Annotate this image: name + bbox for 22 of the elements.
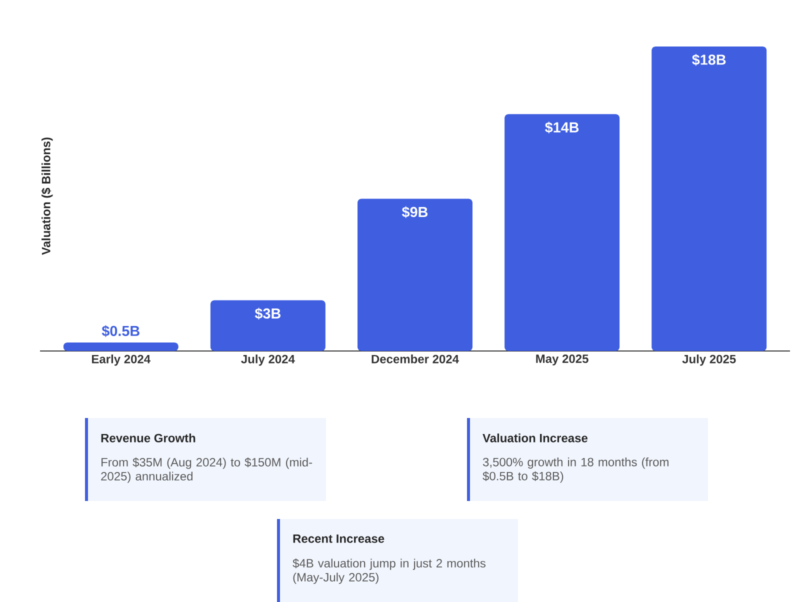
bar [504,114,620,351]
bar [63,342,178,351]
bar [358,198,472,351]
data-label: $0.5B [102,325,140,337]
text: $4B valuation jump in just 2 months (May-July 2025) [292,558,486,584]
data-label: $3B [254,308,280,320]
x-tick-label: July 2024 [241,354,295,366]
text: Recent Increase [293,534,384,543]
data-label: $14B [545,122,579,134]
text: Valuation Increase [482,434,588,442]
text: From $35M (Aug 2024) to $150M (mid-2025) annualized [101,458,312,483]
text: 3,500% growth in 18 months (from $0.5B to $18B) [482,458,668,483]
x-tick-label: Early 2024 [92,354,150,366]
x-tick-label: December 2024 [372,354,459,364]
bar [210,300,326,351]
data-label: $9B [402,206,428,218]
text: Revenue Growth [101,434,196,442]
bar [652,46,767,351]
data-label: $18B [692,54,726,66]
y-axis-title: Valuation ($ Billions) [41,138,53,255]
x-tick-label: July 2025 [682,354,736,366]
x-tick-label: May 2025 [536,354,588,366]
